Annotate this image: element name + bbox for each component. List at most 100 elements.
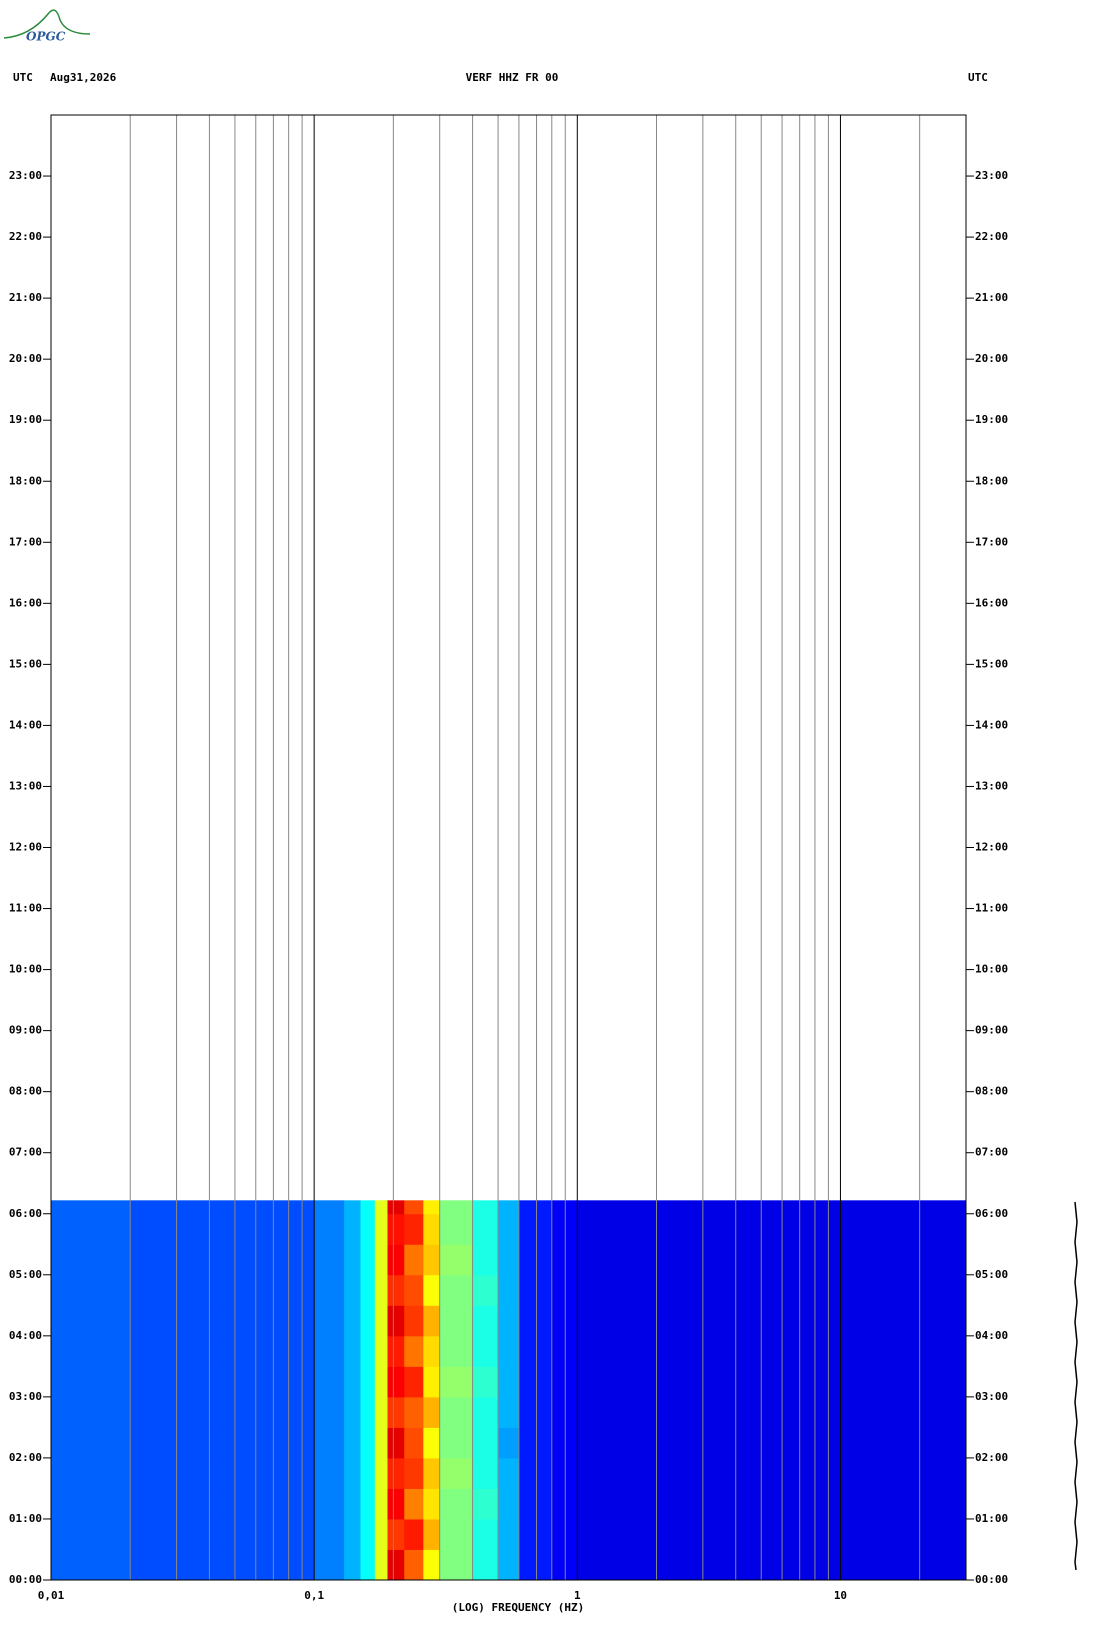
y-tick-label: 08:00 <box>975 1085 1008 1098</box>
spectrogram-cell <box>314 1549 345 1581</box>
spectrogram-cell <box>439 1457 474 1489</box>
spectrogram-cell <box>374 1457 389 1489</box>
x-tick-label: 1 <box>574 1589 581 1602</box>
y-tick-label: 06:00 <box>975 1207 1008 1220</box>
spectrogram-cell <box>423 1213 441 1245</box>
y-tick-label: 16:00 <box>975 596 1008 609</box>
spectrogram-cell <box>51 1305 131 1337</box>
y-tick-label: 09:00 <box>9 1024 42 1037</box>
header-zone: UTC <box>968 71 988 84</box>
spectrogram-cell <box>314 1335 345 1367</box>
spectrogram-cell <box>387 1213 405 1245</box>
spectrogram-cell <box>404 1396 424 1428</box>
y-tick-label: 17:00 <box>975 535 1008 548</box>
x-axis-label: (LOG) FREQUENCY (HZ) <box>452 1601 584 1614</box>
spectrogram-cell <box>51 1213 131 1245</box>
spectrogram-cell <box>387 1549 405 1581</box>
spectrogram-cell <box>374 1305 389 1337</box>
spectrogram-cell <box>130 1518 236 1550</box>
spectrogram-cell <box>423 1335 441 1367</box>
spectrogram-cell <box>51 1427 131 1459</box>
spectrogram-cell <box>423 1549 441 1581</box>
spectrogram-cell <box>374 1427 389 1459</box>
spectrogram-cell <box>518 1366 553 1398</box>
spectrogram-cell <box>439 1213 474 1245</box>
spectrogram-cell <box>344 1274 361 1306</box>
spectrogram-cell <box>518 1518 553 1550</box>
spectrogram-cell <box>234 1396 315 1428</box>
spectrogram-cell <box>498 1274 520 1306</box>
spectrogram-cell <box>439 1305 474 1337</box>
spectrogram-cell <box>344 1200 361 1215</box>
spectrogram-cell <box>387 1200 405 1215</box>
spectrogram-cell <box>314 1488 345 1520</box>
y-tick-label: 14:00 <box>975 718 1008 731</box>
spectrogram-cell <box>404 1200 424 1215</box>
spectrogram-cell <box>498 1213 520 1245</box>
y-tick-label: 13:00 <box>975 779 1008 792</box>
x-tick-label: 10 <box>834 1589 847 1602</box>
y-tick-label: 18:00 <box>975 474 1008 487</box>
spectrogram-cell <box>130 1366 236 1398</box>
spectrogram-cell <box>360 1457 376 1489</box>
spectrogram-cell <box>314 1213 345 1245</box>
spectrogram-cell <box>387 1488 405 1520</box>
spectrogram-cell <box>404 1274 424 1306</box>
y-tick-label: 07:00 <box>9 1146 42 1159</box>
y-tick-label: 07:00 <box>975 1146 1008 1159</box>
spectrogram-cell <box>344 1366 361 1398</box>
spectrogram-cell <box>344 1305 361 1337</box>
spectrogram-cell <box>472 1200 499 1215</box>
spectrogram-cell <box>314 1305 345 1337</box>
spectrogram-cell <box>374 1518 389 1550</box>
spectrogram-cell <box>423 1427 441 1459</box>
spectrogram-cell <box>518 1244 553 1276</box>
spectrogram-cell <box>314 1366 345 1398</box>
header-date: Aug31,2026 <box>50 71 117 84</box>
y-tick-label: 08:00 <box>9 1085 42 1098</box>
spectrogram-cell <box>51 1244 131 1276</box>
spectrogram-cell <box>387 1305 405 1337</box>
y-tick-label: 00:00 <box>9 1573 42 1586</box>
spectrogram-cell <box>234 1457 315 1489</box>
spectrogram-cell <box>360 1427 376 1459</box>
spectrogram-cell <box>404 1549 424 1581</box>
spectrogram-cell <box>130 1305 236 1337</box>
spectrogram-cell <box>498 1549 520 1581</box>
spectrogram-cell <box>518 1427 553 1459</box>
spectrogram-cell <box>387 1396 405 1428</box>
spectrogram-cell <box>360 1549 376 1581</box>
spectrogram-cell <box>374 1335 389 1367</box>
spectrogram-cell <box>234 1244 315 1276</box>
y-tick-label: 03:00 <box>9 1390 42 1403</box>
spectrogram-cell <box>130 1549 236 1581</box>
spectrogram-cell <box>498 1396 520 1428</box>
spectrogram-cell <box>404 1457 424 1489</box>
spectrogram-cell <box>344 1396 361 1428</box>
spectrogram-cell <box>472 1366 499 1398</box>
spectrogram-cell <box>234 1305 315 1337</box>
spectrogram-cell <box>130 1213 236 1245</box>
spectrogram-cell <box>404 1427 424 1459</box>
y-tick-label: 02:00 <box>9 1451 42 1464</box>
spectrogram-cell <box>472 1213 499 1245</box>
spectrogram-cell <box>498 1366 520 1398</box>
y-tick-label: 14:00 <box>9 718 42 731</box>
spectrogram-cell <box>439 1274 474 1306</box>
y-tick-label: 13:00 <box>9 779 42 792</box>
spectrogram-cell <box>130 1244 236 1276</box>
spectrogram-cell <box>498 1244 520 1276</box>
y-tick-label: 11:00 <box>975 902 1008 915</box>
spectrogram-cell <box>387 1518 405 1550</box>
spectrogram-cell <box>374 1200 389 1215</box>
y-tick-label: 12:00 <box>975 841 1008 854</box>
spectrogram-cell <box>314 1244 345 1276</box>
y-tick-label: 23:00 <box>975 169 1008 182</box>
y-tick-label: 10:00 <box>975 963 1008 976</box>
spectrogram-cell <box>234 1335 315 1367</box>
spectrogram-cell <box>130 1200 236 1215</box>
spectrogram-cell <box>577 1518 967 1550</box>
spectrogram-cell <box>423 1488 441 1520</box>
spectrogram-cell <box>518 1200 553 1215</box>
